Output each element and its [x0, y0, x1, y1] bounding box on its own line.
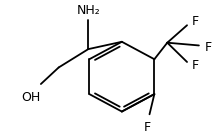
Text: F: F [192, 59, 199, 72]
Text: F: F [192, 15, 199, 28]
Text: OH: OH [21, 91, 41, 104]
Text: NH₂: NH₂ [76, 4, 100, 17]
Text: F: F [205, 41, 212, 54]
Text: F: F [144, 121, 151, 134]
